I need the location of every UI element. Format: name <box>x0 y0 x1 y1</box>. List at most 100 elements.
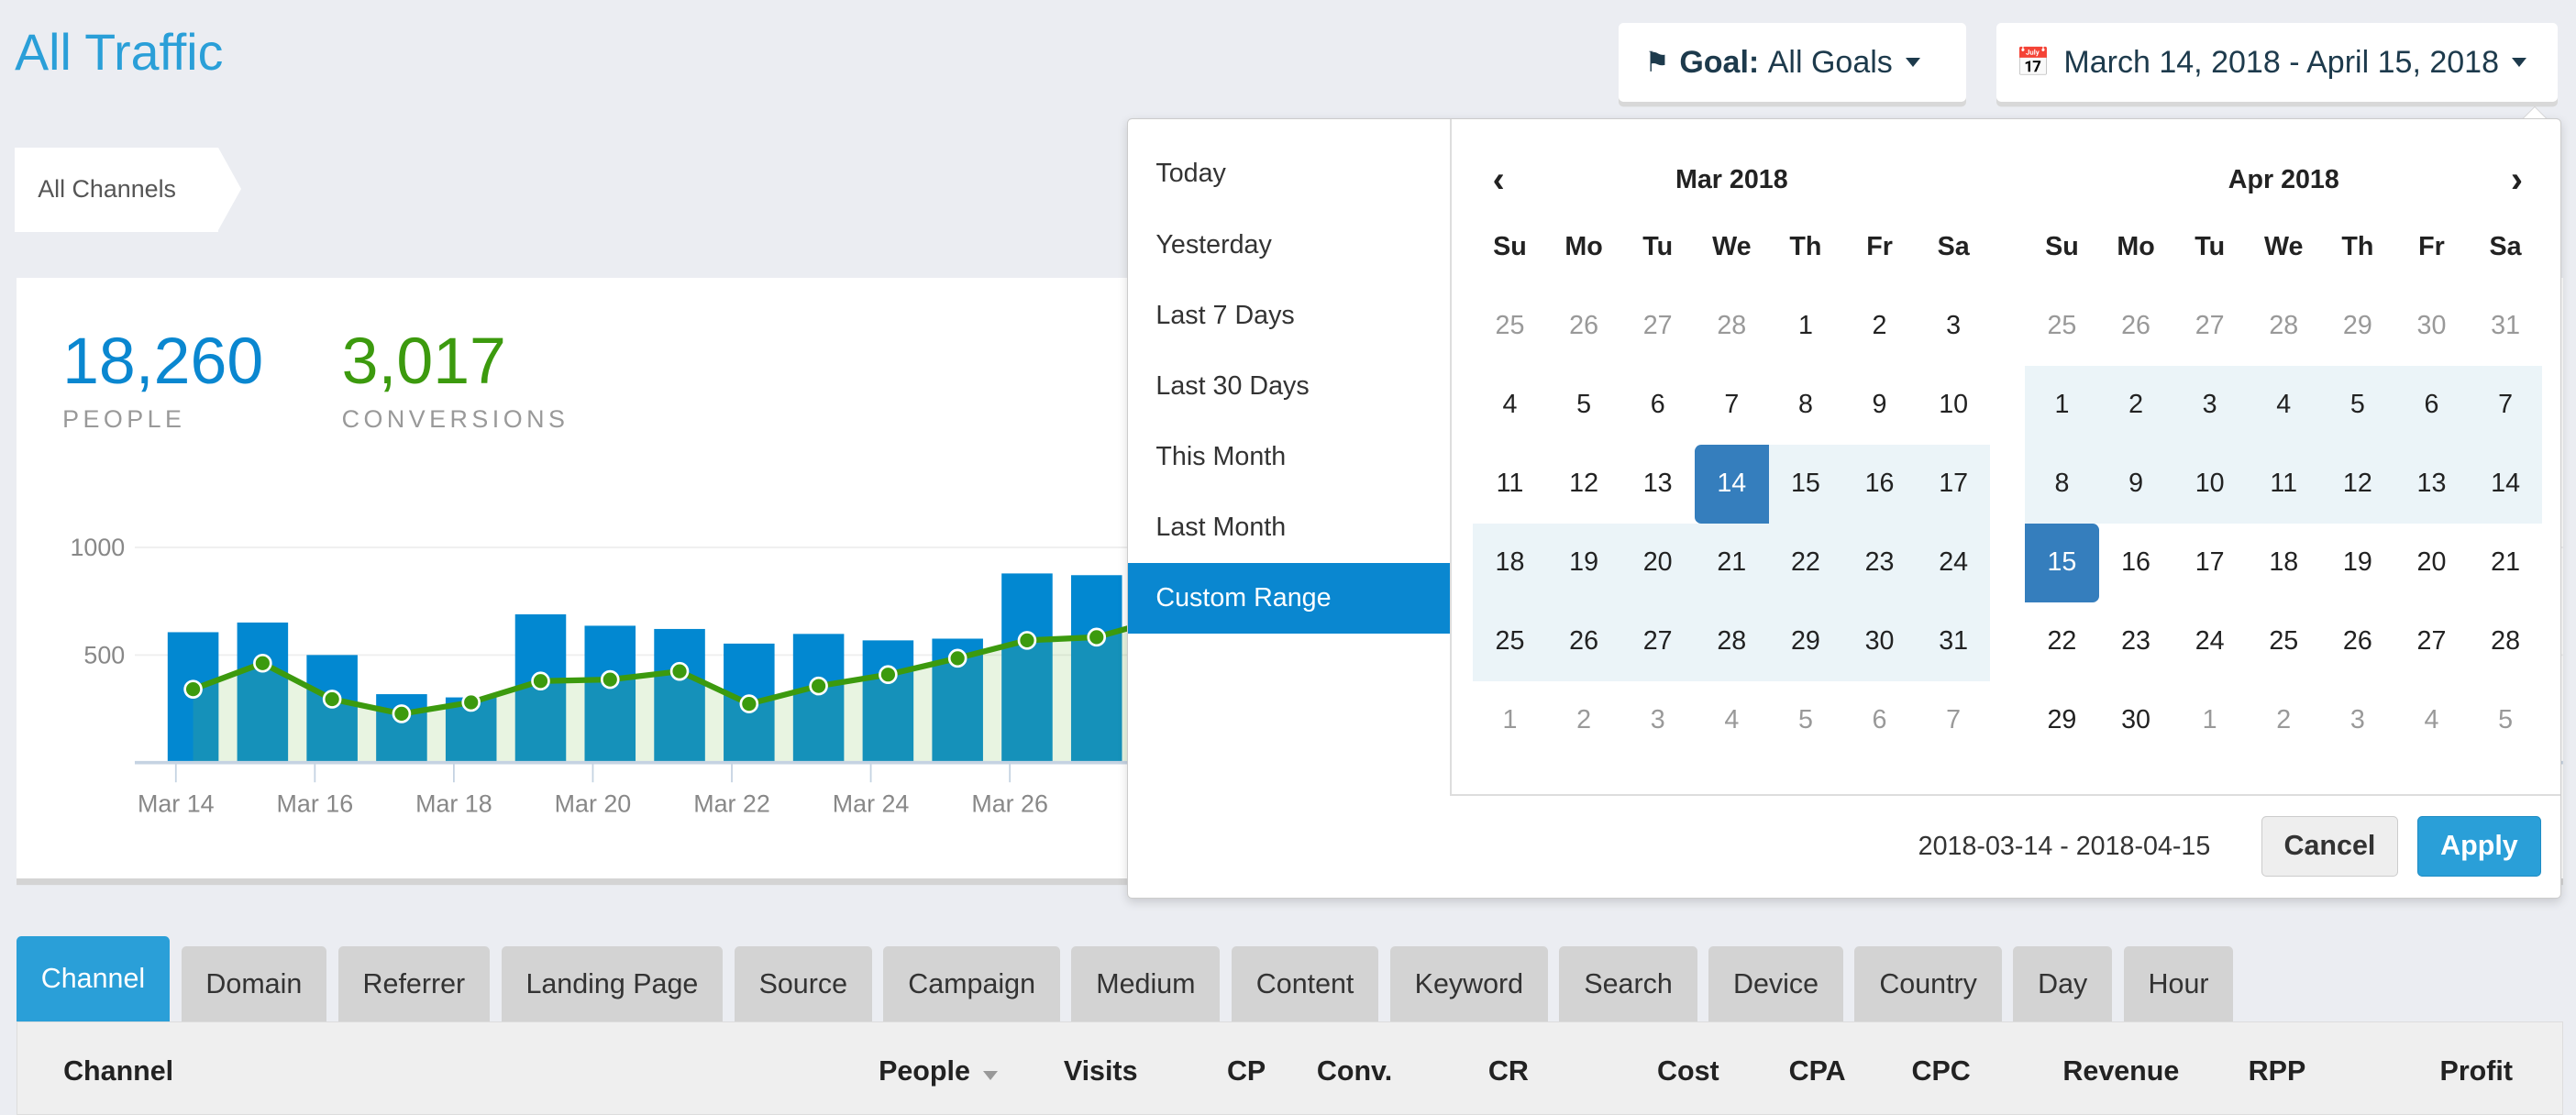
calendar-day[interactable]: 29 <box>2047 704 2077 734</box>
calendar-day[interactable]: 19 <box>2342 546 2372 577</box>
next-month-icon[interactable]: › <box>2510 159 2523 200</box>
tab-campaign[interactable]: Campaign <box>883 945 1060 1022</box>
calendar-day[interactable]: 25 <box>1495 310 1525 340</box>
calendar-day[interactable]: 27 <box>1620 602 1695 681</box>
calendar-day[interactable]: 22 <box>1768 523 1843 602</box>
column-header-revenue[interactable]: Revenue <box>2062 1055 2179 1087</box>
prev-month-icon[interactable]: ‹ <box>1492 159 1505 200</box>
calendar-day[interactable]: 7 <box>1724 389 1740 419</box>
calendar-day[interactable]: 28 <box>1695 602 1769 681</box>
calendar-day[interactable]: 12 <box>2320 444 2395 524</box>
calendar-day[interactable]: 3 <box>2349 704 2365 734</box>
column-header-conv[interactable]: Conv. <box>1317 1055 1392 1087</box>
calendar-day[interactable]: 8 <box>1797 389 1813 419</box>
calendar-day[interactable]: 5 <box>1576 389 1592 419</box>
tab-channel[interactable]: Channel <box>16 936 171 1022</box>
calendar-day[interactable]: 1 <box>1797 310 1813 340</box>
tab-medium[interactable]: Medium <box>1071 945 1221 1022</box>
calendar-day[interactable]: 22 <box>2047 625 2077 656</box>
calendar-day[interactable]: 1 <box>1502 704 1518 734</box>
calendar-day[interactable]: 7 <box>1946 704 1962 734</box>
calendar-day[interactable]: 25 <box>2269 625 2299 656</box>
range-option[interactable]: Last 30 Days <box>1155 370 1310 401</box>
tab-landing-page[interactable]: Landing Page <box>501 945 724 1022</box>
calendar-day[interactable]: 16 <box>1842 444 1917 524</box>
calendar-day[interactable]: 26 <box>1569 310 1599 340</box>
calendar-day[interactable]: 5 <box>2498 704 2514 734</box>
tab-device[interactable]: Device <box>1708 945 1843 1022</box>
calendar-day[interactable]: 27 <box>1642 310 1673 340</box>
calendar-day[interactable]: 16 <box>2121 546 2150 577</box>
calendar-day[interactable]: 1 <box>2025 365 2099 445</box>
column-header-people[interactable]: People <box>879 1055 999 1087</box>
calendar-day[interactable]: 17 <box>1916 444 1991 524</box>
calendar-day[interactable]: 21 <box>2491 546 2521 577</box>
calendar-day[interactable]: 23 <box>1842 523 1917 602</box>
calendar-day[interactable]: 24 <box>1916 523 1991 602</box>
calendar-day[interactable]: 6 <box>1650 389 1665 419</box>
range-option[interactable]: Last Month <box>1155 512 1287 542</box>
calendar-day[interactable]: 14 <box>1695 444 1769 524</box>
calendar-day[interactable]: 27 <box>2416 625 2447 656</box>
calendar-day[interactable]: 1 <box>2202 704 2217 734</box>
tab-search[interactable]: Search <box>1559 945 1697 1022</box>
range-option[interactable]: Yesterday <box>1155 229 1272 259</box>
calendar-day[interactable]: 12 <box>1569 468 1599 498</box>
range-option[interactable]: Today <box>1155 159 1226 189</box>
breadcrumb-all-channels[interactable]: All Channels <box>15 148 242 232</box>
calendar-day[interactable]: 30 <box>2416 310 2447 340</box>
column-header-channel[interactable]: Channel <box>63 1055 173 1087</box>
column-header-cpc[interactable]: CPC <box>1912 1055 1971 1087</box>
column-header-profit[interactable]: Profit <box>2440 1055 2513 1087</box>
goal-dropdown[interactable]: ⚑ Goal: All Goals <box>1618 23 1967 103</box>
column-header-cpa[interactable]: CPA <box>1789 1055 1846 1087</box>
calendar-day[interactable]: 6 <box>1872 704 1887 734</box>
calendar-day[interactable]: 2 <box>1872 310 1887 340</box>
calendar-day[interactable]: 9 <box>2098 444 2173 524</box>
range-option[interactable]: Custom Range <box>1127 562 1451 634</box>
calendar-day[interactable]: 14 <box>2468 444 2543 524</box>
calendar-day[interactable]: 25 <box>2047 310 2077 340</box>
calendar-day[interactable]: 11 <box>2246 444 2321 524</box>
apply-button[interactable]: Apply <box>2417 815 2541 877</box>
calendar-day[interactable]: 31 <box>2491 310 2521 340</box>
calendar-day[interactable]: 4 <box>1724 704 1740 734</box>
tab-day[interactable]: Day <box>2013 945 2113 1022</box>
calendar-day[interactable]: 28 <box>2491 625 2521 656</box>
column-header-rpp[interactable]: RPP <box>2249 1055 2306 1087</box>
calendar-day[interactable]: 15 <box>2025 523 2099 602</box>
calendar-day[interactable]: 27 <box>2195 310 2225 340</box>
tab-domain[interactable]: Domain <box>181 945 327 1022</box>
calendar-day[interactable]: 28 <box>1717 310 1747 340</box>
calendar-day[interactable]: 18 <box>1473 523 1547 602</box>
calendar-day[interactable]: 15 <box>1768 444 1843 524</box>
calendar-day[interactable]: 29 <box>1768 602 1843 681</box>
calendar-day[interactable]: 3 <box>1650 704 1665 734</box>
calendar-day[interactable]: 31 <box>1916 602 1991 681</box>
column-header-visits[interactable]: Visits <box>1064 1055 1138 1087</box>
calendar-day[interactable]: 21 <box>1695 523 1769 602</box>
tab-source[interactable]: Source <box>734 945 872 1022</box>
calendar-day[interactable]: 5 <box>2320 365 2395 445</box>
calendar-day[interactable]: 29 <box>2342 310 2372 340</box>
calendar-day[interactable]: 25 <box>1473 602 1547 681</box>
calendar-day[interactable]: 3 <box>1946 310 1962 340</box>
cancel-button[interactable]: Cancel <box>2261 815 2398 877</box>
calendar-day[interactable]: 20 <box>2416 546 2447 577</box>
calendar-day[interactable]: 26 <box>2342 625 2372 656</box>
calendar-day[interactable]: 30 <box>1842 602 1917 681</box>
tab-content[interactable]: Content <box>1231 945 1379 1022</box>
calendar-day[interactable]: 20 <box>1620 523 1695 602</box>
calendar-day[interactable]: 2 <box>1576 704 1592 734</box>
tab-country[interactable]: Country <box>1854 945 2002 1022</box>
range-option[interactable]: This Month <box>1155 441 1287 471</box>
calendar-day[interactable]: 10 <box>2172 444 2247 524</box>
calendar-day[interactable]: 30 <box>2121 704 2150 734</box>
calendar-day[interactable]: 5 <box>1797 704 1813 734</box>
calendar-day[interactable]: 6 <box>2394 365 2469 445</box>
calendar-day[interactable]: 4 <box>2246 365 2321 445</box>
calendar-day[interactable]: 9 <box>1872 389 1887 419</box>
calendar-day[interactable]: 13 <box>2394 444 2469 524</box>
tab-hour[interactable]: Hour <box>2123 945 2234 1022</box>
column-header-cp[interactable]: CP <box>1227 1055 1266 1087</box>
